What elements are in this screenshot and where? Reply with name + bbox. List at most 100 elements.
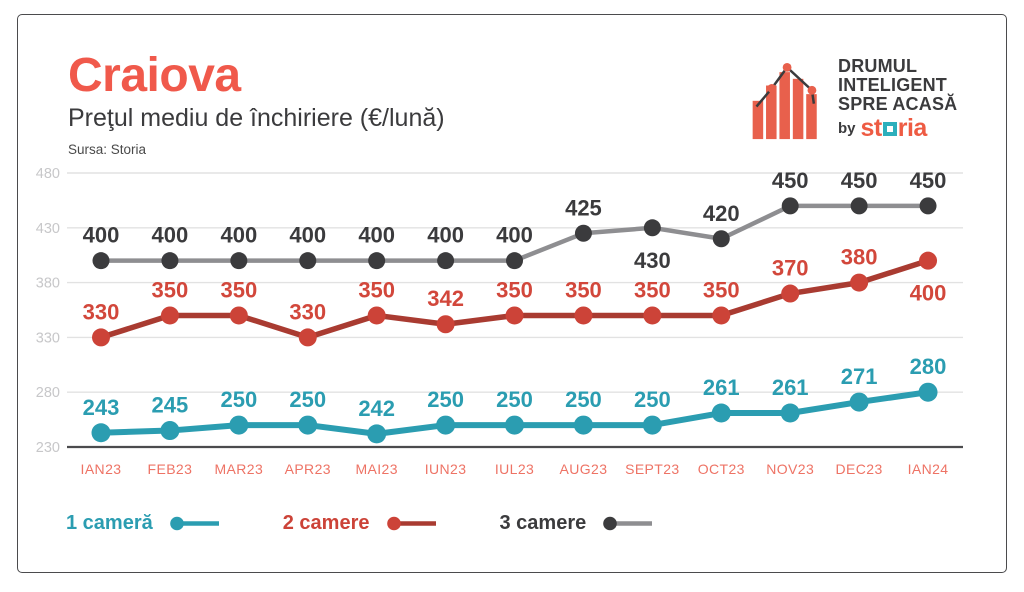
x-tick-label: MAI23	[355, 461, 397, 477]
y-tick-label: 430	[36, 221, 60, 237]
data-point	[711, 403, 731, 423]
storia-logo: DRUMUL INTELIGENT SPRE ACASĂ by st ria	[749, 53, 957, 141]
source-note: Sursa: Storia	[68, 142, 147, 157]
data-point	[919, 251, 938, 270]
data-label: 250	[427, 387, 464, 412]
data-point	[161, 252, 179, 270]
data-point	[850, 197, 868, 215]
data-point	[368, 252, 386, 270]
data-label: 400	[289, 223, 326, 248]
series-1-cameră: 243 245 250 250 242 250 250 250 250 261 261 271 280	[83, 354, 947, 444]
x-tick-label: IUL23	[495, 461, 534, 477]
data-label: 261	[703, 375, 740, 400]
page-title: Craiova	[68, 49, 241, 102]
data-point	[298, 328, 317, 347]
data-point	[573, 415, 593, 435]
data-label: 350	[565, 277, 602, 302]
data-label: 400	[427, 223, 464, 248]
x-tick-label: IAN24	[908, 461, 949, 477]
storia-o-square-icon	[882, 122, 897, 136]
data-label: 350	[496, 277, 533, 302]
data-label: 400	[358, 223, 395, 248]
data-label: 250	[496, 387, 533, 412]
data-point	[574, 224, 592, 242]
x-tick-label: FEB23	[148, 461, 193, 477]
legend-swatch-teal	[169, 516, 219, 531]
x-tick-label: NOV23	[766, 461, 814, 477]
logo-tagline-line3: SPRE ACASĂ	[838, 94, 958, 114]
x-tick-label: SEPT23	[625, 461, 680, 477]
data-point	[849, 392, 869, 412]
data-point	[505, 306, 524, 325]
data-point	[298, 415, 318, 435]
data-label: 400	[83, 223, 120, 248]
y-tick-label: 480	[36, 166, 60, 182]
x-axis-labels: IAN23 FEB23 MAR23 APR23 MAI23 IUN23 IUL23 AUG23…	[81, 461, 949, 477]
data-point	[229, 306, 248, 325]
storia-wordmark: st ria	[860, 114, 928, 142]
y-tick-label: 230	[36, 440, 60, 456]
data-point	[712, 230, 730, 248]
data-label: 271	[841, 364, 878, 389]
data-label: 350	[358, 277, 395, 302]
x-tick-label: AUG23	[559, 461, 607, 477]
infographic-panel: Craiova Preţul mediu de închiriere (€/lu…	[17, 14, 1007, 573]
data-point	[91, 423, 111, 443]
data-point	[643, 219, 661, 237]
data-label: 400	[910, 281, 947, 306]
data-point	[781, 197, 799, 215]
data-point	[850, 273, 869, 292]
x-tick-label: IAN23	[81, 461, 122, 477]
legend-item-2-camere: 2 camere	[283, 512, 438, 535]
data-label: 400	[152, 223, 189, 248]
data-label: 330	[289, 299, 326, 324]
legend-label: 2 camere	[282, 512, 370, 534]
data-point	[574, 306, 593, 325]
data-point	[92, 252, 110, 270]
house-bars-icon	[752, 62, 817, 140]
series-3-camere: 400 400 400 400 400 400 400 425 430 420 450 450 450	[83, 168, 947, 273]
data-point	[642, 415, 662, 435]
data-point	[436, 415, 456, 435]
data-label: 342	[427, 286, 464, 311]
data-label: 250	[634, 387, 671, 412]
data-point	[919, 197, 937, 215]
data-label: 261	[772, 375, 809, 400]
data-point	[437, 252, 455, 270]
data-label: 400	[220, 223, 257, 248]
data-point	[367, 306, 386, 325]
data-label: 250	[289, 387, 326, 412]
data-point	[505, 415, 525, 435]
y-tick-label: 330	[36, 330, 60, 346]
y-tick-label: 280	[36, 385, 60, 401]
legend-item-3-camere: 3 camere	[500, 512, 655, 535]
legend-label: 1 cameră	[66, 512, 153, 534]
data-label: 400	[496, 223, 533, 248]
data-label: 420	[703, 201, 740, 226]
legend-swatch-red	[386, 516, 436, 531]
data-label: 350	[220, 277, 257, 302]
x-tick-label: OCT23	[698, 461, 745, 477]
logo-tagline-line2: INTELIGENT	[838, 75, 947, 95]
logo-byline: by st ria	[838, 114, 957, 142]
data-point	[160, 306, 179, 325]
data-label: 280	[910, 354, 947, 379]
data-label: 425	[565, 195, 602, 220]
data-label: 330	[83, 299, 120, 324]
logo-by-text: by	[838, 119, 856, 137]
legend-swatch-gray	[603, 516, 653, 531]
data-label: 250	[565, 387, 602, 412]
data-label: 350	[152, 277, 189, 302]
data-point	[92, 328, 110, 347]
data-label: 430	[634, 248, 671, 273]
grid: 480 430 380 330 280 230	[36, 166, 963, 456]
data-label: 450	[910, 168, 947, 193]
x-tick-label: IUN23	[425, 461, 467, 477]
data-label: 350	[703, 277, 740, 302]
data-point	[918, 382, 938, 402]
data-point	[781, 284, 800, 303]
data-point	[230, 252, 248, 270]
data-label: 250	[220, 387, 257, 412]
data-label: 245	[152, 393, 189, 418]
data-label: 370	[772, 256, 809, 281]
